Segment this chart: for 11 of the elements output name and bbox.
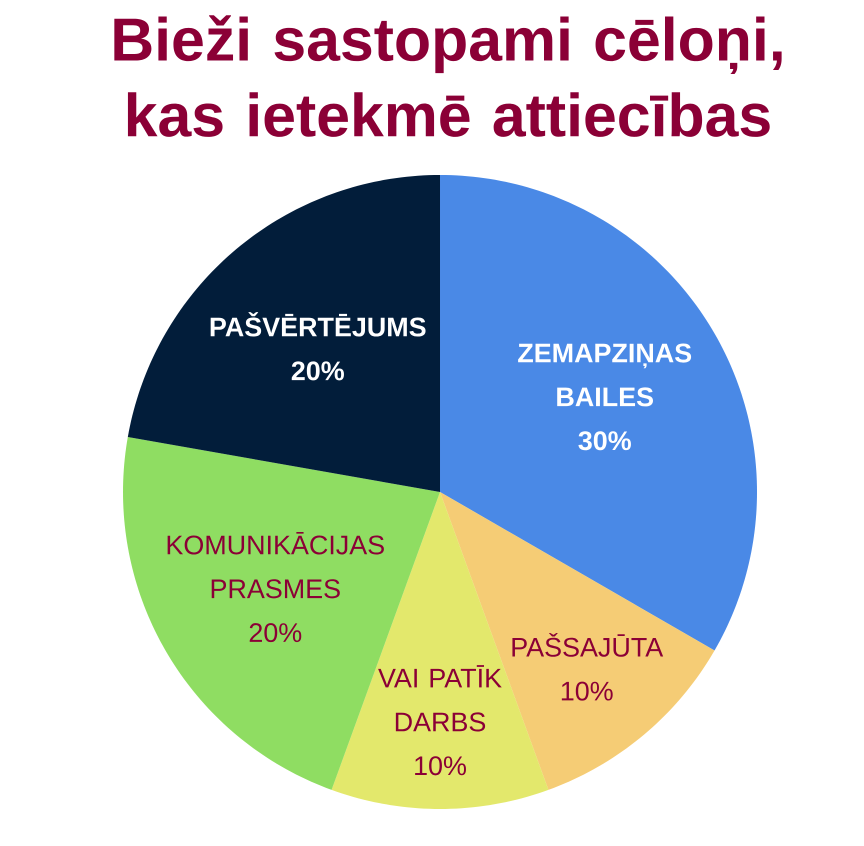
slice-label: PAŠSAJŪTA bbox=[512, 633, 664, 657]
data-label: 10% bbox=[562, 682, 613, 701]
slice-label: VAI PATĪK DARBS bbox=[378, 665, 502, 732]
data-label: 30% bbox=[578, 431, 631, 450]
chart-title: Bieži sastopami cēloņi, kas ietekmē attiecības bbox=[114, 15, 782, 137]
slice-label: KOMUNIKĀCIJAS PRASMES bbox=[168, 532, 384, 598]
data-label: 10% bbox=[415, 756, 466, 776]
data-label: 20% bbox=[292, 361, 344, 380]
slice-label: PAŠVĒRTĒJUMS bbox=[210, 312, 426, 337]
data-label: 20% bbox=[250, 623, 302, 642]
slice-label: ZEMAPZIŅAS BAILES bbox=[518, 344, 692, 406]
